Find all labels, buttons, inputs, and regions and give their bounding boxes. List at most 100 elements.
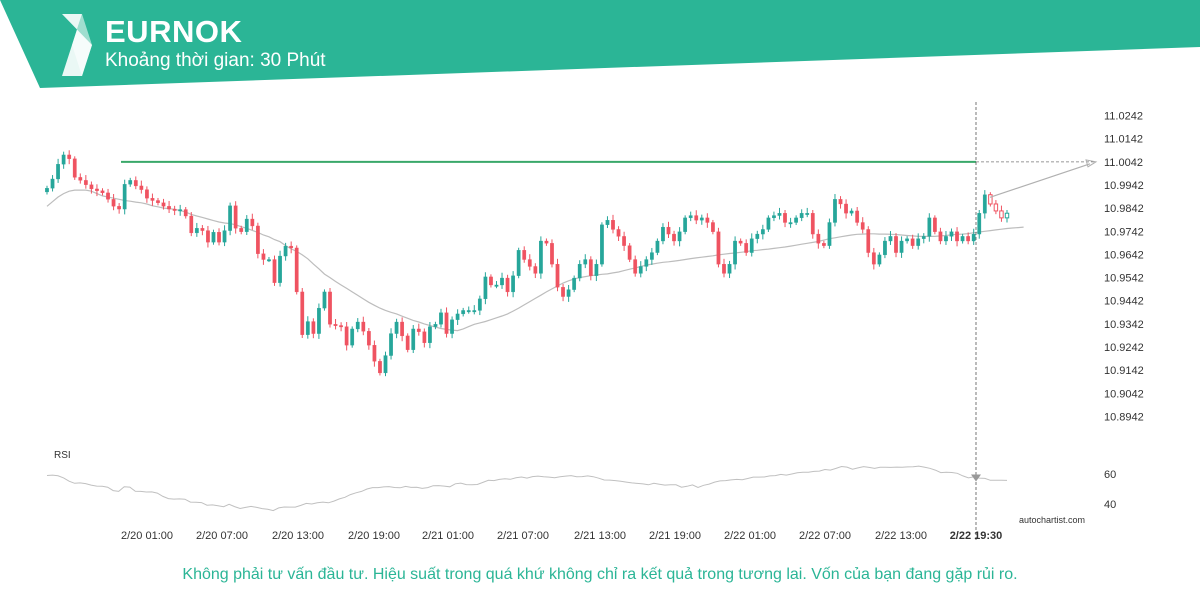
candle [749, 233, 754, 257]
candle [366, 328, 371, 350]
candle [982, 190, 987, 219]
candle-body [222, 230, 227, 243]
rsi-tick-label: 40 [1104, 499, 1116, 511]
candle [666, 221, 671, 238]
candle [322, 289, 327, 311]
candle-body [611, 220, 615, 230]
candle-body [361, 321, 366, 332]
price-tick-label: 10.9742 [1104, 226, 1144, 238]
time-tick-label: 2/20 01:00 [121, 530, 173, 542]
candle-body [522, 250, 527, 260]
candle-body [783, 213, 787, 223]
candle-body [733, 240, 737, 265]
candle [172, 205, 177, 216]
candle [61, 151, 66, 169]
moving-average-layer [46, 189, 1024, 332]
candle [494, 281, 499, 289]
candle [866, 226, 871, 258]
price-tick-label: 10.9842 [1104, 203, 1144, 215]
candle [83, 175, 88, 189]
candle [516, 247, 521, 279]
candle [472, 305, 477, 315]
candle-body [294, 247, 299, 293]
candle [855, 206, 860, 226]
candle-body [1004, 212, 1010, 219]
autochartist-logo-icon [62, 14, 92, 76]
candle-body [910, 238, 915, 246]
candle-body [300, 291, 305, 335]
candle [649, 247, 654, 265]
candle-body [683, 217, 688, 232]
candle-body [661, 226, 665, 242]
candle [178, 204, 183, 216]
candle-body [982, 194, 987, 214]
candle [744, 239, 749, 256]
candle-body [960, 236, 965, 242]
candle-body [561, 287, 565, 297]
candle-body [638, 266, 643, 274]
candle-body [439, 312, 443, 325]
candle-body [372, 344, 377, 362]
candle-body [644, 259, 649, 267]
candle [428, 322, 432, 349]
candle [805, 207, 810, 218]
candle-body [178, 209, 183, 212]
candle [89, 181, 94, 194]
candle-body [350, 328, 355, 346]
candle [644, 256, 649, 272]
candle [56, 158, 60, 183]
candle-body [760, 229, 765, 235]
candle-body [472, 310, 477, 313]
candle [139, 180, 144, 194]
candle-body [794, 217, 799, 223]
projection-line [989, 163, 1091, 198]
candle [161, 198, 166, 210]
candle [555, 258, 560, 292]
candle-body [555, 263, 560, 288]
candle-body [333, 324, 338, 326]
candle [372, 340, 377, 367]
header-banner [0, 0, 1200, 88]
candle-body [649, 252, 654, 260]
candle-body [261, 253, 266, 260]
candle [244, 215, 249, 235]
candle-body [489, 276, 493, 286]
candle-body [944, 236, 948, 242]
candle-body [283, 245, 288, 257]
candle [156, 197, 160, 206]
candle-body [755, 233, 760, 239]
candle-body [694, 215, 699, 221]
time-tick-label: 2/21 13:00 [574, 530, 626, 542]
candle [350, 326, 355, 348]
time-tick-label: 2/21 19:00 [649, 530, 701, 542]
candle-body [622, 236, 626, 246]
resistance-layer [121, 102, 1098, 540]
rsi-label: RSI [54, 450, 71, 461]
candle-body [971, 233, 976, 242]
candle [999, 205, 1004, 222]
candle [72, 156, 77, 180]
candle [833, 194, 837, 227]
candle-body [150, 198, 155, 201]
candle-body [244, 218, 249, 232]
candle [328, 287, 332, 328]
rsi-panel: RSI 60 40 [46, 450, 1116, 512]
candle-body [799, 213, 804, 219]
candle [722, 258, 726, 278]
candle-body [67, 154, 72, 159]
candle [78, 173, 83, 184]
price-tick-label: 10.9942 [1104, 180, 1144, 192]
candle [461, 307, 466, 317]
candle [527, 254, 532, 271]
candle-body [966, 236, 971, 242]
candle [261, 249, 266, 265]
candle [661, 223, 665, 245]
price-tick-label: 10.9042 [1104, 388, 1144, 400]
candle-body [322, 291, 327, 309]
candle [511, 271, 515, 298]
price-tick-label: 11.0142 [1104, 134, 1143, 146]
candle-body [61, 154, 66, 165]
candle-body [655, 240, 660, 253]
time-tick-label: 2/20 19:00 [348, 530, 400, 542]
candle [783, 209, 787, 228]
